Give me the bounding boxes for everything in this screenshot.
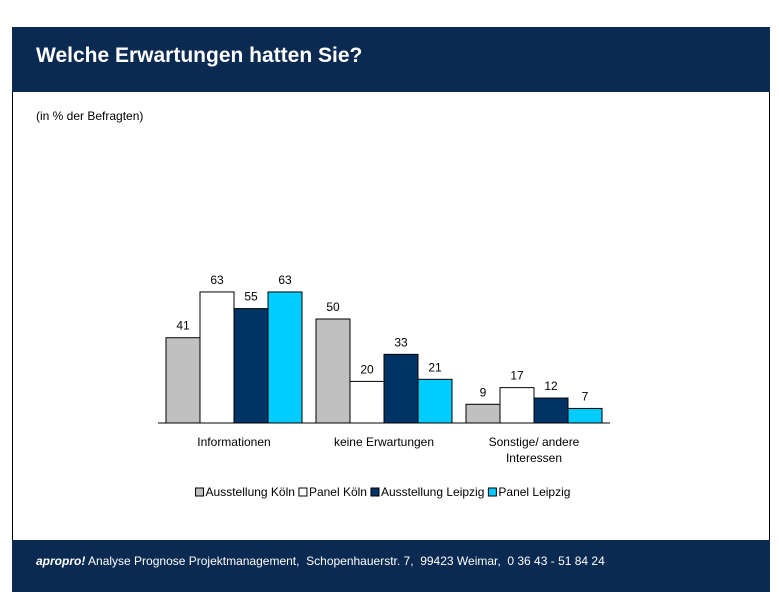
- legend-label: Panel Leipzig: [498, 485, 570, 499]
- footer: apropro! Analyse Prognose Projektmanagem…: [12, 540, 770, 592]
- data-label: 63: [278, 273, 292, 287]
- bar: [499, 387, 535, 424]
- bar: [315, 318, 351, 424]
- bar: [567, 407, 603, 424]
- bar: [233, 308, 269, 424]
- data-label: 50: [326, 300, 340, 314]
- bar: [165, 337, 201, 424]
- frame: [12, 92, 13, 540]
- legend-swatch: [195, 487, 205, 497]
- bar: [349, 380, 385, 424]
- x-tick-label: Sonstige/ andere Interessen: [488, 435, 580, 465]
- x-tick-label: keine Erwartungen: [333, 435, 435, 449]
- data-label: 20: [360, 362, 374, 376]
- data-label: 63: [210, 273, 224, 287]
- legend-label: Ausstellung Leipzig: [381, 485, 484, 499]
- legend-swatch: [487, 487, 497, 497]
- legend-label: Panel Köln: [309, 485, 367, 499]
- bar: [417, 378, 453, 424]
- frame: [769, 92, 770, 540]
- subtitle: (in % der Befragten): [36, 109, 144, 123]
- data-label: 21: [428, 360, 442, 374]
- x-tick-label: Informationen: [197, 435, 271, 449]
- bar: [465, 403, 501, 424]
- legend-label: Ausstellung Köln: [206, 485, 295, 499]
- bar: [533, 397, 569, 424]
- bar: [383, 353, 419, 424]
- header: Welche Erwartungen hatten Sie?: [12, 27, 770, 92]
- footer-text: Analyse Prognose Projektmanagement, Scho…: [88, 554, 605, 568]
- data-label: 55: [244, 290, 258, 304]
- data-label: 33: [394, 335, 408, 349]
- data-label: 17: [510, 369, 524, 383]
- legend-swatch: [370, 487, 380, 497]
- data-label: 12: [544, 379, 558, 393]
- bar: [267, 291, 303, 424]
- data-label: 7: [582, 389, 589, 403]
- title: Welche Erwartungen hatten Sie?: [36, 44, 363, 67]
- legend-swatch: [298, 487, 308, 497]
- legend: Ausstellung Köln Panel Köln Ausstellung Le…: [195, 485, 570, 499]
- footer-line: apropro! Analyse Prognose Projektmanagem…: [36, 554, 605, 568]
- data-label: 41: [176, 319, 190, 333]
- bar: [199, 291, 235, 424]
- brand: apropro!: [36, 554, 86, 568]
- data-label: 9: [480, 385, 487, 399]
